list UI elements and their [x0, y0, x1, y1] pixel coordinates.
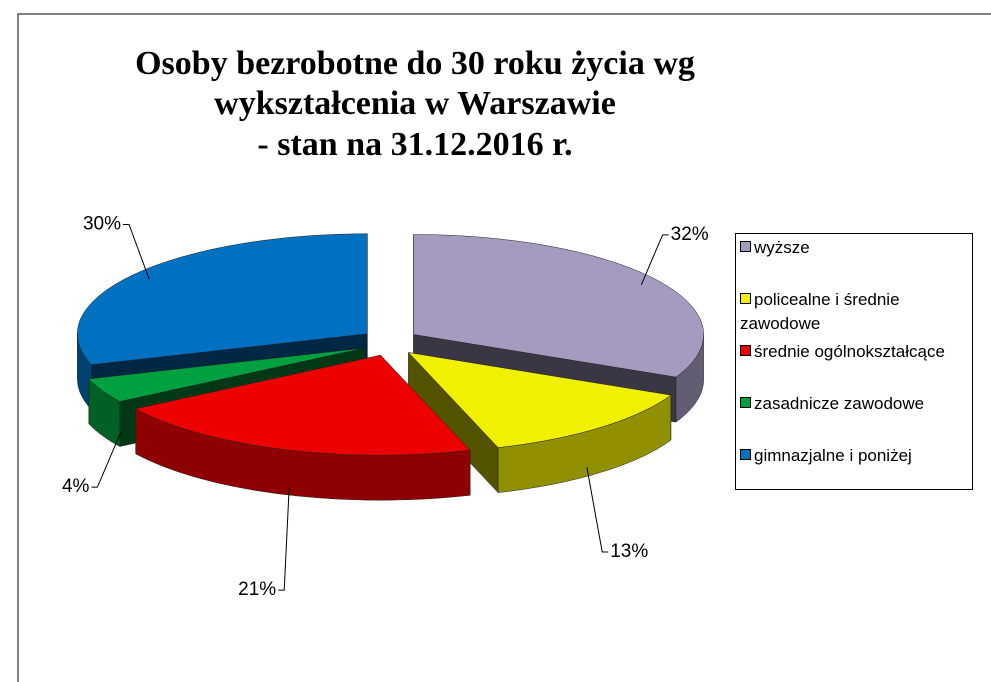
- leader-line: [278, 487, 290, 591]
- leader-line: [586, 467, 609, 553]
- data-label: 4%: [62, 476, 90, 497]
- legend-label: policealne i średnie zawodowe: [740, 290, 900, 333]
- legend-item: gimnazjalne i poniżej: [740, 444, 972, 496]
- legend-item: policealne i średnie zawodowe: [740, 288, 972, 340]
- legend-marker: [740, 449, 751, 460]
- slice: [407, 352, 672, 448]
- slice: [413, 234, 704, 378]
- slice: [77, 233, 368, 365]
- legend-label: wyższe: [754, 238, 810, 257]
- legend-label: średnie ogólnokształcące: [754, 342, 945, 361]
- leader-line: [640, 234, 669, 285]
- legend-item: zasadnicze zawodowe: [740, 392, 972, 444]
- legend-marker: [740, 345, 751, 356]
- leader-line: [91, 432, 122, 488]
- chart-title: wykształcenia w Warszawie: [214, 85, 616, 122]
- slice: [134, 354, 471, 456]
- legend-label: zasadnicze zawodowe: [754, 394, 925, 413]
- leader-line: [123, 223, 150, 280]
- legend-item: wyższe: [740, 236, 972, 288]
- chart-frame: [17, 13, 991, 682]
- legend-item: średnie ogólnokształcące: [740, 340, 972, 392]
- data-label: 21%: [238, 579, 276, 600]
- legend-marker: [740, 293, 751, 304]
- chart-title: - stan na 31.12.2016 r.: [257, 126, 572, 163]
- data-label: 30%: [83, 213, 121, 234]
- data-label: 13%: [610, 541, 648, 562]
- data-label: 32%: [671, 224, 709, 245]
- chart-title: Osoby bezrobotne do 30 roku życia wg: [135, 45, 695, 82]
- legend-marker: [740, 241, 751, 252]
- legend-marker: [740, 397, 751, 408]
- legend-label: gimnazjalne i poniżej: [754, 446, 912, 465]
- slice: [88, 347, 365, 402]
- legend: wyższe policealne i średnie zawodowe średn…: [735, 233, 973, 490]
